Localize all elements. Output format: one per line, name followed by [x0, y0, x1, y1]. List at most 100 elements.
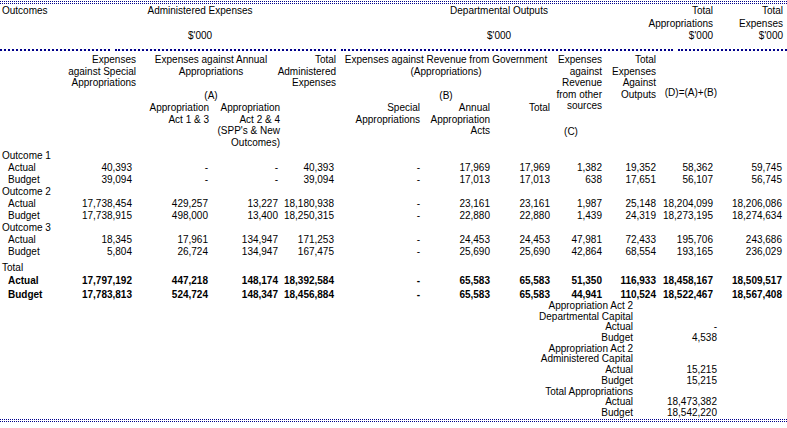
capital-row: Budget 18,542,220	[0, 408, 787, 419]
cell: 26,724	[136, 246, 212, 258]
col-header-total-administered: Total Administered Expenses	[268, 54, 336, 89]
col-header-expenses-annual: Expenses against Annual Appropriations	[140, 54, 282, 77]
capital-row-label: Appropriation Act 2	[0, 301, 633, 312]
cell: -	[212, 162, 282, 174]
capital-row-label: Budget	[0, 408, 633, 419]
table-section-row-total: Total	[0, 262, 787, 274]
capital-row-label: Actual	[0, 322, 633, 333]
cell: -	[212, 174, 282, 186]
cell: 51,350	[554, 274, 606, 288]
cell: 17,651	[606, 174, 660, 186]
cell: 18,567,408	[717, 288, 787, 302]
section-label: Outcome 3	[0, 222, 62, 234]
row-label: Budget	[0, 246, 62, 258]
cell: 148,347	[212, 288, 282, 302]
row-label: Budget	[0, 210, 62, 222]
cell: 1,987	[554, 198, 606, 210]
col-header-total: Total	[494, 102, 550, 114]
capital-appropriations-section: Appropriation Act 2 Departmental Capital…	[0, 301, 787, 419]
cell: 25,148	[606, 198, 660, 210]
cell: 18,458,167	[660, 274, 717, 288]
col-header-appropriation-act-2-4: Appropriation Act 2 & 4 (SPP's & New Out…	[212, 102, 280, 148]
cell: 18,204,099	[660, 198, 717, 210]
cell: 193,165	[660, 246, 717, 258]
capital-row: Departmental Capital	[0, 312, 787, 323]
table-row-total-actual: Actual 17,797,192 447,218 148,174 18,392…	[0, 274, 787, 288]
cell: 39,094	[62, 174, 136, 186]
capital-row-value: 18,542,220	[633, 408, 721, 419]
cell: 167,475	[282, 246, 338, 258]
cell: 65,583	[494, 274, 554, 288]
cell: -	[136, 162, 212, 174]
cell: 17,738,454	[62, 198, 136, 210]
cell: 13,400	[212, 210, 282, 222]
cell: 5,804	[62, 246, 136, 258]
cell: 17,961	[136, 234, 212, 246]
cell: 22,880	[424, 210, 494, 222]
cell: 18,509,517	[717, 274, 787, 288]
cell: 195,706	[660, 234, 717, 246]
col-header-b-label: (B)	[338, 90, 554, 102]
cell: 17,783,813	[62, 288, 136, 302]
capital-row-label: Budget	[0, 376, 633, 387]
cell: 19,352	[606, 162, 660, 174]
col-header-c-label: (C)	[548, 126, 594, 138]
cell: -	[338, 198, 424, 210]
cell: 56,107	[660, 174, 717, 186]
capital-row: Appropriation Act 2	[0, 344, 787, 355]
appropriations-expenses-table: Outcomes Administered Expenses $'000 Dep…	[0, 0, 787, 428]
col-header-special-appropriations: Special Appropriations	[336, 102, 420, 125]
row-label: Budget	[0, 288, 62, 302]
cell: 17,738,915	[62, 210, 136, 222]
cell: 1,439	[554, 210, 606, 222]
cell: 524,724	[136, 288, 212, 302]
cell: -	[338, 210, 424, 222]
capital-row-label: Actual	[0, 365, 633, 376]
cell: 47,981	[554, 234, 606, 246]
cell: 25,690	[424, 246, 494, 258]
capital-row-value	[633, 312, 721, 323]
cell: 72,433	[606, 234, 660, 246]
cell: 18,456,884	[282, 288, 338, 302]
capital-row-label: Administered Capital	[0, 354, 633, 365]
table-section-row: Outcome 3	[0, 222, 787, 234]
table-section-row: Outcome 2	[0, 186, 787, 198]
cell: 134,947	[212, 234, 282, 246]
table-row: Budget 39,094 - - 39,094 - 17,013 17,013…	[0, 174, 787, 186]
outcomes-table: Outcome 1 Actual 40,393 - - 40,393 - 17,…	[0, 150, 787, 301]
cell: 18,345	[62, 234, 136, 246]
section-label: Outcome 1	[0, 150, 62, 162]
departmental-outputs-group-header: Departmental Outputs	[338, 5, 660, 18]
outcomes-header: Outcomes	[2, 5, 48, 18]
cell: 65,583	[494, 288, 554, 302]
table-section-row: Outcome 1	[0, 150, 787, 162]
cell: -	[338, 288, 424, 302]
cell: 18,522,467	[660, 288, 717, 302]
col-header-annual-appropriation-acts: Annual Appropriation Acts	[424, 102, 490, 137]
col-header-expenses-revenue-government: Expenses against Revenue from Government…	[338, 54, 554, 77]
capital-row: Budget 15,215	[0, 376, 787, 387]
row-label: Budget	[0, 174, 62, 186]
cell: 59,745	[717, 162, 787, 174]
capital-row: Actual -	[0, 322, 787, 333]
cell: 13,227	[212, 198, 282, 210]
col-header-expenses-revenue-other: Expenses against Revenue from other sour…	[548, 54, 602, 112]
row-label: Actual	[0, 234, 62, 246]
cell: -	[338, 174, 424, 186]
section-label: Outcome 2	[0, 186, 62, 198]
capital-row-value: 15,215	[633, 376, 721, 387]
capital-row-value	[633, 301, 721, 312]
cell: 25,690	[494, 246, 554, 258]
cell: 24,319	[606, 210, 660, 222]
cell: 17,013	[494, 174, 554, 186]
row-label: Actual	[0, 198, 62, 210]
cell: 40,393	[282, 162, 338, 174]
column-headers: Expenses against Special Appropriations …	[0, 50, 787, 148]
total-expenses-header: Total Expenses $'000	[719, 5, 783, 43]
cell: 23,161	[494, 198, 554, 210]
capital-row: Budget 4,538	[0, 333, 787, 344]
row-label: Actual	[0, 274, 62, 288]
cell: 22,880	[494, 210, 554, 222]
total-appropriations-header: Total Appropriations $'000	[626, 5, 713, 43]
cell: 24,453	[424, 234, 494, 246]
